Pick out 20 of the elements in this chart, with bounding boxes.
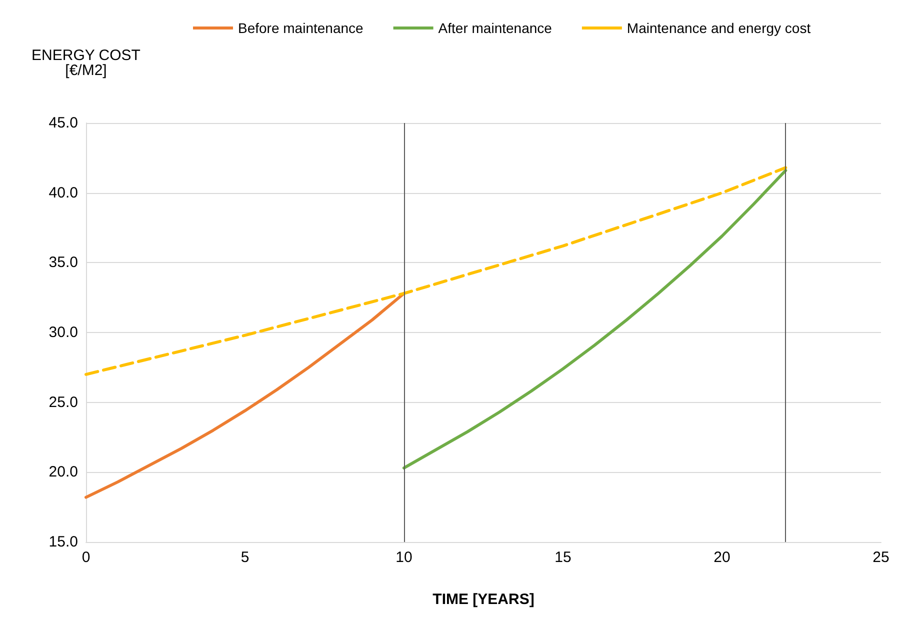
y-tick-label: 40.0: [48, 184, 78, 202]
y-tick-label: 25.0: [48, 394, 78, 411]
x-tick-label: 10: [396, 549, 412, 566]
legend-label: Maintenance and energy cost: [626, 20, 811, 36]
y-tick-label: 15.0: [48, 534, 78, 550]
x-tick-label: 5: [240, 549, 250, 566]
x-tick-label: 0: [82, 549, 90, 566]
x-tick-label: 25: [872, 549, 890, 566]
x-axis-title: TIME [YEARS]: [432, 591, 534, 608]
y-axis-title: ENERGY COST [€/M2]: [32, 47, 140, 79]
legend-label: Before maintenance: [238, 20, 364, 36]
line-series: [402, 168, 788, 470]
y-tick-label: 30.0: [48, 324, 78, 341]
y-tick-label: 45.0: [48, 114, 78, 132]
line-series: [84, 166, 788, 376]
y-tick-label: 20.0: [48, 464, 78, 481]
x-tick-label: 20: [714, 549, 730, 566]
legend-label: After maintenance: [438, 20, 552, 36]
y-tick-label: 35.0: [48, 254, 78, 272]
x-tick-label: 15: [554, 549, 572, 566]
